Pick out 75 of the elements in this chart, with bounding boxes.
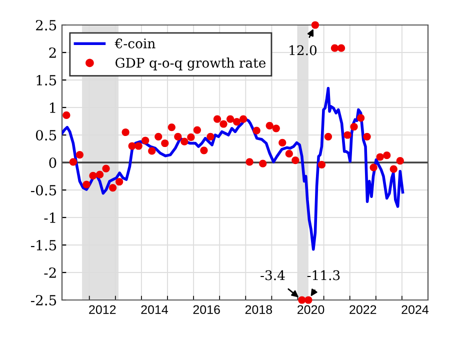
point	[344, 131, 352, 139]
y-tick-label: -2.5	[30, 294, 56, 306]
point	[82, 180, 90, 188]
point	[116, 178, 124, 186]
point	[168, 123, 176, 132]
x-tick-label: 2024	[402, 305, 429, 314]
point	[350, 122, 358, 131]
point	[383, 152, 391, 160]
point	[337, 44, 346, 52]
point	[278, 138, 286, 147]
point	[89, 172, 97, 180]
point	[220, 120, 228, 128]
y-tick-label: 1	[50, 102, 56, 113]
point	[187, 133, 195, 142]
point	[174, 132, 182, 140]
point	[180, 138, 188, 146]
point	[356, 114, 365, 122]
point	[330, 44, 339, 52]
annotation: -3.4	[260, 270, 285, 280]
point	[363, 132, 371, 140]
point	[240, 115, 248, 123]
annotation: -11.3	[307, 270, 340, 280]
point	[266, 122, 274, 130]
point	[292, 156, 300, 164]
point	[62, 111, 70, 120]
y-tick-label: -0.5	[30, 184, 56, 196]
x-tick-label: 2018	[245, 305, 272, 314]
point	[213, 115, 222, 123]
point	[122, 128, 130, 136]
y-tick-label: -1	[44, 212, 56, 223]
point	[128, 142, 136, 150]
point	[206, 132, 214, 140]
x-tick-label: 2016	[193, 305, 220, 314]
y-tick-label: -2	[44, 267, 56, 278]
point	[232, 118, 241, 126]
point	[226, 115, 234, 123]
point	[311, 21, 320, 29]
point	[272, 124, 280, 132]
y-tick-label: 0	[49, 157, 56, 168]
point	[252, 126, 260, 134]
x-tick-label: 2012	[89, 305, 116, 314]
point	[134, 142, 142, 150]
legend-label: GDP q-o-q growth rate	[116, 58, 266, 71]
point	[161, 139, 169, 148]
point	[246, 158, 254, 166]
point	[370, 164, 378, 172]
point	[102, 164, 110, 172]
point	[154, 132, 162, 140]
y-tick-label: -1.5	[30, 240, 56, 250]
x-tick-label: 2022	[350, 305, 376, 314]
point	[69, 158, 78, 166]
point	[318, 160, 326, 169]
point	[142, 136, 150, 144]
y-tick-label: 2	[49, 47, 56, 58]
y-tick-label: 2.5	[36, 20, 56, 30]
point	[376, 153, 384, 161]
point	[96, 170, 104, 178]
y-tick-label: 0.5	[36, 130, 56, 140]
point	[200, 146, 208, 154]
point	[285, 150, 293, 158]
annotation: 12.0	[290, 45, 317, 56]
y-tick-label: 1.5	[36, 74, 56, 86]
point	[259, 160, 267, 168]
legend-label: €-coin	[114, 38, 156, 48]
point	[148, 147, 156, 155]
x-tick-label: 2020	[298, 305, 324, 314]
point	[193, 126, 201, 134]
point	[324, 132, 332, 140]
line-series	[62, 86, 404, 251]
point	[304, 296, 312, 304]
point	[108, 184, 117, 192]
x-tick-label: 2014	[141, 305, 168, 314]
point	[76, 150, 84, 159]
point	[396, 157, 404, 165]
point	[390, 165, 398, 173]
